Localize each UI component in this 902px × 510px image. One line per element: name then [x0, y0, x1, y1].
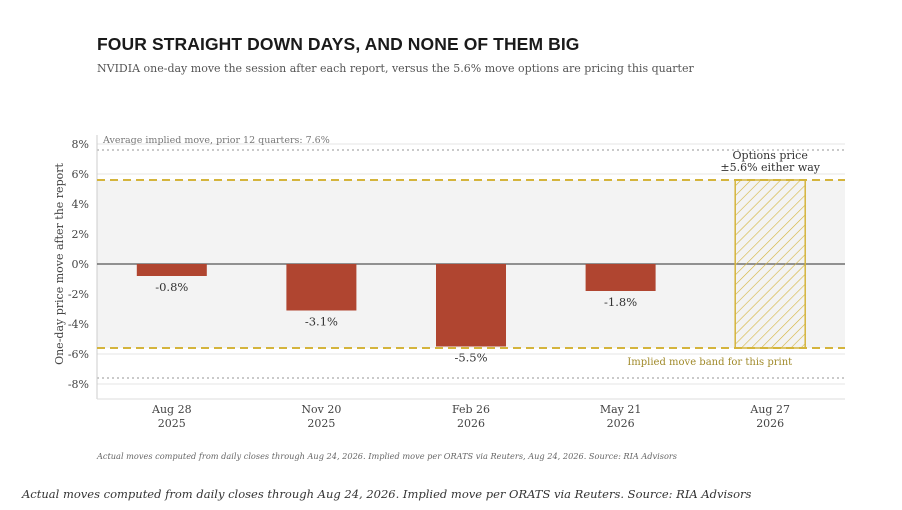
y-tick-label: 6% — [72, 168, 89, 181]
bar — [286, 264, 357, 311]
implied-move-bar — [734, 179, 806, 349]
y-tick-label: 4% — [72, 198, 89, 211]
x-tick-label-year: 2026 — [756, 417, 784, 430]
value-label: -1.8% — [604, 295, 637, 309]
y-tick-label: -4% — [68, 318, 89, 331]
page-caption: Actual moves computed from daily closes … — [22, 487, 752, 501]
x-tick-label: Aug 28 — [151, 403, 192, 416]
value-label: -3.1% — [305, 315, 338, 329]
value-label: -0.8% — [155, 280, 188, 294]
y-tick-label: -6% — [68, 348, 89, 361]
y-tick-label: -8% — [68, 378, 89, 391]
x-tick-label: Feb 26 — [452, 403, 490, 416]
x-tick-label: May 21 — [600, 403, 642, 416]
y-tick-label: 0% — [72, 258, 89, 271]
x-tick-label-year: 2026 — [457, 417, 485, 430]
chart-footnote: Actual moves computed from daily closes … — [97, 451, 677, 461]
x-tick-label: Aug 27 — [749, 403, 790, 416]
value-label: -5.5% — [454, 351, 487, 365]
x-tick-label-year: 2026 — [607, 417, 635, 430]
y-tick-label: 8% — [72, 138, 89, 151]
implied-label-line2: ±5.6% either way — [720, 161, 820, 174]
average-implied-label: Average implied move, prior 12 quarters:… — [102, 135, 330, 146]
x-tick-label-year: 2025 — [307, 417, 335, 430]
bar — [585, 264, 656, 291]
chart-title: FOUR STRAIGHT DOWN DAYS, AND NONE OF THE… — [97, 34, 580, 54]
bar — [136, 264, 207, 276]
x-tick-label: Nov 20 — [301, 403, 341, 416]
y-tick-label: -2% — [68, 288, 89, 301]
chart-subtitle: NVIDIA one-day move the session after ea… — [97, 62, 694, 75]
y-tick-label: 2% — [72, 228, 89, 241]
bar — [436, 264, 506, 347]
x-tick-label-year: 2025 — [158, 417, 186, 430]
implied-band-label: Implied move band for this print — [627, 357, 792, 368]
y-axis-label: One-day price move after the report — [53, 163, 66, 365]
implied-label-line1: Options price — [733, 149, 808, 162]
